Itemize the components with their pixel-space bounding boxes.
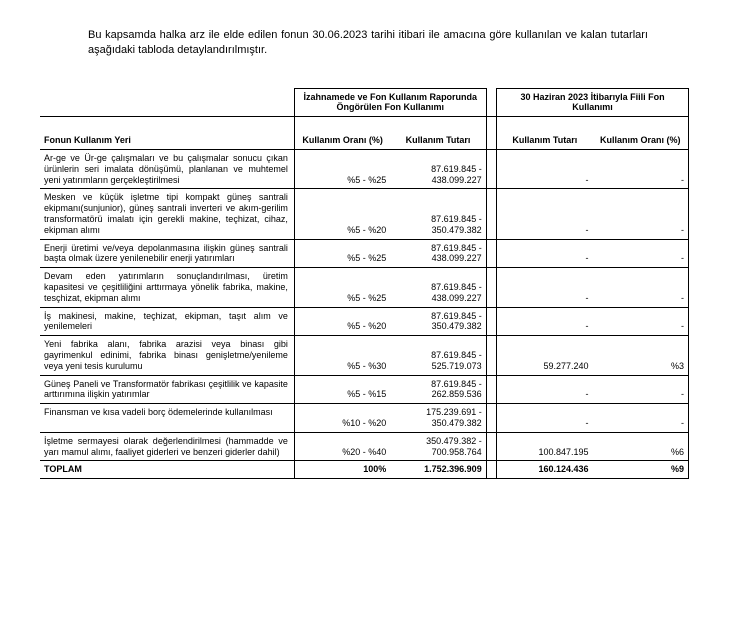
row-c2: 87.619.845 - 438.099.227 <box>390 150 486 189</box>
row-desc: Güneş Paneli ve Transformatör fabrikası … <box>40 375 294 404</box>
row-c2: 350.479.382 - 700.958.764 <box>390 432 486 461</box>
row-c3: 59.277.240 <box>497 336 593 375</box>
row-c3: - <box>497 150 593 189</box>
row-spacer <box>486 268 496 307</box>
row-desc: Ar-ge ve Ür-ge çalışmaları ve bu çalışma… <box>40 150 294 189</box>
table-row: Yeni fabrika alanı, fabrika arazisi veya… <box>40 336 689 375</box>
row-c3: 100.847.195 <box>497 432 593 461</box>
total-c4: %9 <box>593 461 689 479</box>
header-row-label: Fonun Kullanım Yeri <box>40 117 294 150</box>
row-c2: 175.239.691 - 350.479.382 <box>390 404 486 433</box>
table-row: İşletme sermayesi olarak değerlendirilme… <box>40 432 689 461</box>
total-c3: 160.124.436 <box>497 461 593 479</box>
total-c2: 1.752.396.909 <box>390 461 486 479</box>
header-c3: Kullanım Tutarı <box>497 117 593 150</box>
total-c1: 100% <box>294 461 390 479</box>
row-c4: %3 <box>593 336 689 375</box>
row-desc: Devam eden yatırımların sonuçlandırılmas… <box>40 268 294 307</box>
fund-usage-table: İzahnamede ve Fon Kullanım Raporunda Öng… <box>40 88 689 480</box>
row-c2: 87.619.845 - 438.099.227 <box>390 268 486 307</box>
row-c4: - <box>593 307 689 336</box>
row-desc: Yeni fabrika alanı, fabrika arazisi veya… <box>40 336 294 375</box>
row-c3: - <box>497 307 593 336</box>
row-c4: - <box>593 375 689 404</box>
table-total-row: TOPLAM 100% 1.752.396.909 160.124.436 %9 <box>40 461 689 479</box>
table-row: Mesken ve küçük işletme tipi kompakt gün… <box>40 189 689 239</box>
header-group-1: İzahnamede ve Fon Kullanım Raporunda Öng… <box>294 88 486 117</box>
row-c4: - <box>593 268 689 307</box>
row-c1: %5 - %25 <box>294 239 390 268</box>
table-row: İş makinesi, makine, teçhizat, ekipman, … <box>40 307 689 336</box>
row-c1: %20 - %40 <box>294 432 390 461</box>
row-c3: - <box>497 375 593 404</box>
table-header-columns: Fonun Kullanım Yeri Kullanım Oranı (%) K… <box>40 117 689 150</box>
row-c3: - <box>497 404 593 433</box>
table-header-groups: İzahnamede ve Fon Kullanım Raporunda Öng… <box>40 88 689 117</box>
row-desc: Mesken ve küçük işletme tipi kompakt gün… <box>40 189 294 239</box>
row-c1: %5 - %25 <box>294 268 390 307</box>
table-row: Finansman ve kısa vadeli borç ödemelerin… <box>40 404 689 433</box>
row-c4: %6 <box>593 432 689 461</box>
row-spacer <box>486 307 496 336</box>
row-c2: 87.619.845 - 525.719.073 <box>390 336 486 375</box>
row-c4: - <box>593 239 689 268</box>
row-c1: %5 - %15 <box>294 375 390 404</box>
row-desc: İş makinesi, makine, teçhizat, ekipman, … <box>40 307 294 336</box>
row-c2: 87.619.845 - 438.099.227 <box>390 239 486 268</box>
table-row: Devam eden yatırımların sonuçlandırılmas… <box>40 268 689 307</box>
row-c1: %5 - %20 <box>294 307 390 336</box>
row-spacer <box>486 150 496 189</box>
row-c4: - <box>593 404 689 433</box>
row-c1: %5 - %25 <box>294 150 390 189</box>
row-spacer <box>486 432 496 461</box>
total-label: TOPLAM <box>40 461 294 479</box>
row-c2: 87.619.845 - 350.479.382 <box>390 307 486 336</box>
header-c1: Kullanım Oranı (%) <box>294 117 390 150</box>
row-desc: Enerji üretimi ve/veya depolanmasına ili… <box>40 239 294 268</box>
row-c2: 87.619.845 - 262.859.536 <box>390 375 486 404</box>
row-c2: 87.619.845 - 350.479.382 <box>390 189 486 239</box>
row-desc: Finansman ve kısa vadeli borç ödemelerin… <box>40 404 294 433</box>
header-c4: Kullanım Oranı (%) <box>593 117 689 150</box>
intro-paragraph: Bu kapsamda halka arz ile elde edilen fo… <box>88 28 648 58</box>
row-c4: - <box>593 189 689 239</box>
table-row: Ar-ge ve Ür-ge çalışmaları ve bu çalışma… <box>40 150 689 189</box>
row-c3: - <box>497 189 593 239</box>
row-c3: - <box>497 268 593 307</box>
header-c2: Kullanım Tutarı <box>390 117 486 150</box>
row-spacer <box>486 375 496 404</box>
header-group-2: 30 Haziran 2023 İtibarıyla Fiili Fon Kul… <box>497 88 689 117</box>
row-c1: %5 - %30 <box>294 336 390 375</box>
table-row: Güneş Paneli ve Transformatör fabrikası … <box>40 375 689 404</box>
table-row: Enerji üretimi ve/veya depolanmasına ili… <box>40 239 689 268</box>
row-c1: %5 - %20 <box>294 189 390 239</box>
row-c4: - <box>593 150 689 189</box>
row-c3: - <box>497 239 593 268</box>
row-spacer <box>486 239 496 268</box>
row-spacer <box>486 336 496 375</box>
row-spacer <box>486 404 496 433</box>
row-desc: İşletme sermayesi olarak değerlendirilme… <box>40 432 294 461</box>
row-spacer <box>486 189 496 239</box>
row-c1: %10 - %20 <box>294 404 390 433</box>
